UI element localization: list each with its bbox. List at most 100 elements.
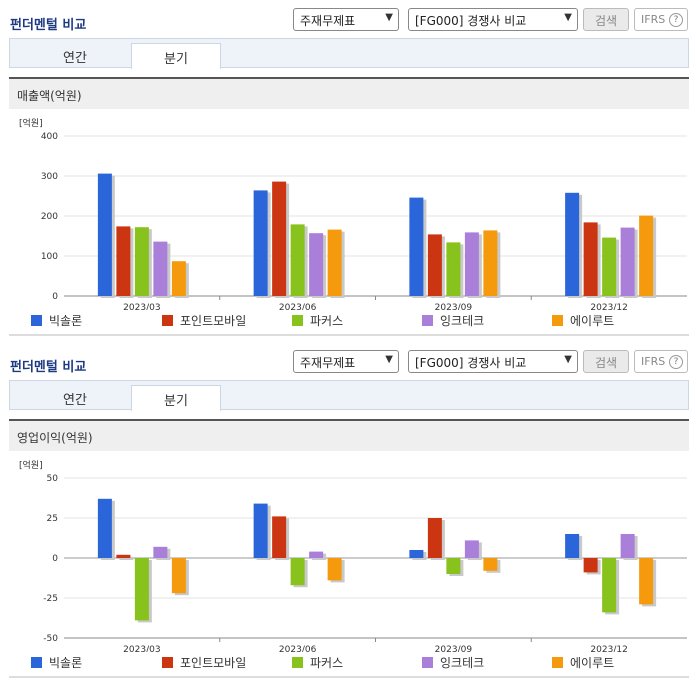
legend-swatch [31,315,42,326]
legend-swatch [422,657,433,668]
x-tick-label: 2023/03 [123,645,160,652]
chevron-down-icon: ▼ [564,12,572,23]
bar[interactable] [290,224,305,296]
chevron-down-icon: ▼ [385,12,393,23]
legend-label: 에이루트 [570,656,615,670]
ifrs-label: IFRS [641,355,666,368]
bar[interactable] [97,173,112,296]
bar[interactable] [253,503,268,558]
legend-item[interactable]: 포인트모바일 [162,312,246,329]
y-tick-label: 25 [47,514,58,524]
chart-section-title: 영업이익(억원) [17,431,93,445]
bar[interactable] [427,234,442,296]
legend-label: 빅솔론 [49,656,83,670]
legend-swatch [31,657,42,668]
compare-group-value: [FG000] 경쟁사 비교 [415,356,527,370]
bar[interactable] [309,233,324,296]
statement-type-select[interactable]: 주재무제표 ▼ [293,350,399,373]
legend-swatch [162,315,173,326]
legend-swatch [422,315,433,326]
bar[interactable] [171,558,186,594]
bar[interactable] [153,241,168,296]
bar[interactable] [327,229,342,296]
search-button[interactable]: 검색 [583,350,629,373]
bar[interactable] [327,558,342,581]
bar[interactable] [583,222,598,296]
bar[interactable] [153,546,168,558]
period-tabs: 연간 분기 [9,38,689,69]
bar[interactable] [134,558,149,621]
ifrs-help-button[interactable]: IFRS ? [634,350,688,373]
legend-item[interactable]: 포인트모바일 [162,654,246,671]
bar[interactable] [272,516,287,558]
search-button[interactable]: 검색 [583,8,629,31]
y-tick-label: -50 [43,634,58,644]
compare-group-select[interactable]: [FG000] 경쟁사 비교 ▼ [408,350,578,373]
legend-item[interactable]: 잉크테크 [422,654,484,671]
x-tick-label: 2023/09 [435,303,473,310]
legend-item[interactable]: 파커스 [292,654,343,671]
chart-legend: 빅솔론 포인트모바일 파커스 잉크테크 에이루트 [9,652,689,672]
legend-label: 포인트모바일 [180,656,247,670]
bar[interactable] [565,534,580,558]
bar[interactable] [171,261,186,296]
bar[interactable] [116,554,131,558]
bar[interactable] [427,518,442,558]
tab-annual[interactable]: 연간 [63,51,87,66]
unit-label: [억원] [19,117,43,129]
legend-item[interactable]: 에이루트 [552,312,614,329]
bar[interactable] [639,558,654,605]
bar[interactable] [639,215,654,296]
operating-income-chart: [억원] -50 -25 0 25 50 2023/03 2023/06 2023/09 2023… [19,459,687,652]
compare-group-select[interactable]: [FG000] 경쟁사 비교 ▼ [408,8,578,31]
tab-annual[interactable]: 연간 [63,393,87,408]
bar[interactable] [620,227,635,296]
bar[interactable] [309,551,324,558]
legend-label: 파커스 [310,656,344,670]
bar[interactable] [134,227,149,296]
panel-divider [9,334,689,336]
legend-item[interactable]: 잉크테크 [422,312,484,329]
ifrs-help-button[interactable]: IFRS ? [634,8,688,31]
chevron-down-icon: ▼ [564,354,572,365]
bar[interactable] [483,558,498,571]
chart-section-header: 영업이익(억원) [9,419,689,451]
legend-item[interactable]: 파커스 [292,312,343,329]
legend-item[interactable]: 빅솔론 [31,312,82,329]
panel-title: 펀더멘털 비교 [10,18,87,33]
y-tick-label: 0 [52,292,58,302]
bar[interactable] [446,242,461,296]
panel-header: 펀더멘털 비교 주재무제표 ▼ [FG000] 경쟁사 비교 ▼ 검색 IFRS… [0,0,696,33]
x-tick-label: 2023/03 [123,303,160,310]
y-tick-label: 0 [52,554,58,564]
revenue-chart: [억원] 0 100 200 300 400 2023/03 2023/06 2023/09 20… [19,117,687,310]
bar[interactable] [253,190,268,296]
bar[interactable] [583,558,598,573]
bar[interactable] [464,232,479,296]
legend-label: 파커스 [310,314,344,328]
legend-label: 빅솔론 [49,314,83,328]
bar[interactable] [483,230,498,296]
bar[interactable] [272,181,287,296]
tab-quarterly[interactable]: 분기 [131,43,221,69]
panel-divider [9,676,689,678]
bar[interactable] [464,540,479,558]
statement-type-select[interactable]: 주재무제표 ▼ [293,8,399,31]
bar[interactable] [290,558,305,586]
bar[interactable] [602,237,617,296]
bar[interactable] [446,558,461,574]
bar[interactable] [409,550,424,558]
bar[interactable] [97,498,112,558]
bar[interactable] [602,558,617,613]
bar[interactable] [565,192,580,296]
legend-item[interactable]: 빅솔론 [31,654,82,671]
legend-item[interactable]: 에이루트 [552,654,614,671]
y-tick-label: 50 [47,474,59,484]
tab-quarterly[interactable]: 분기 [131,385,221,411]
bar[interactable] [409,197,424,296]
period-tabs: 연간 분기 [9,380,689,411]
statement-type-value: 주재무제표 [300,356,356,370]
bar[interactable] [620,534,635,558]
bar[interactable] [116,226,131,296]
chart-section-title: 매출액(억원) [17,89,82,103]
